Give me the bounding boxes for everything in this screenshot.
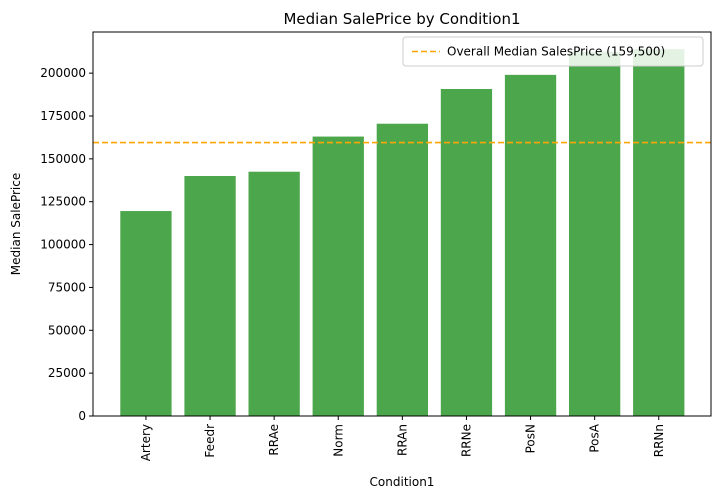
bar-artery (120, 211, 172, 416)
x-tick-label: PosA (588, 423, 602, 452)
y-tick-label: 150000 (40, 152, 86, 166)
bar-rran (376, 123, 428, 416)
plot-area: 0 25000 50000 75000 100000 125000 150000 175000… (40, 31, 712, 461)
bar-posn (504, 74, 557, 416)
x-tick-label: RRNe (459, 424, 473, 457)
y-tick-label: 25000 (48, 366, 86, 380)
y-tick-label: 175000 (40, 109, 86, 123)
y-tick-label: 125000 (40, 195, 86, 209)
x-axis-label: Condition1 (370, 475, 435, 489)
bar-rrae (248, 171, 300, 416)
bar-rrnn (633, 49, 685, 417)
legend-box (402, 36, 704, 67)
x-tick-label: RRNn (652, 424, 666, 457)
x-tick-label: RRAn (395, 424, 409, 456)
y-tick-label: 75000 (48, 280, 86, 294)
chart-title: Median SalePrice by Condition1 (283, 10, 520, 28)
y-tick-label: 0 (78, 409, 86, 423)
bar-rrne (440, 89, 493, 416)
bar-feedr (184, 176, 236, 416)
bar-posa (569, 51, 621, 416)
x-tick-label: Feedr (203, 424, 217, 458)
x-tick-label: Norm (331, 424, 345, 457)
y-tick-label: 200000 (40, 66, 86, 80)
y-tick-label: 100000 (40, 238, 86, 252)
bar-norm (312, 136, 364, 417)
legend-label: Overall Median SalesPrice (159,500) (447, 45, 665, 59)
x-tick-label: PosN (524, 424, 538, 453)
x-tick-label: Artery (139, 424, 153, 461)
y-axis-label: Median SalePrice (9, 173, 23, 275)
y-tick-label: 50000 (48, 323, 86, 337)
x-tick-label: RRAe (267, 424, 281, 456)
